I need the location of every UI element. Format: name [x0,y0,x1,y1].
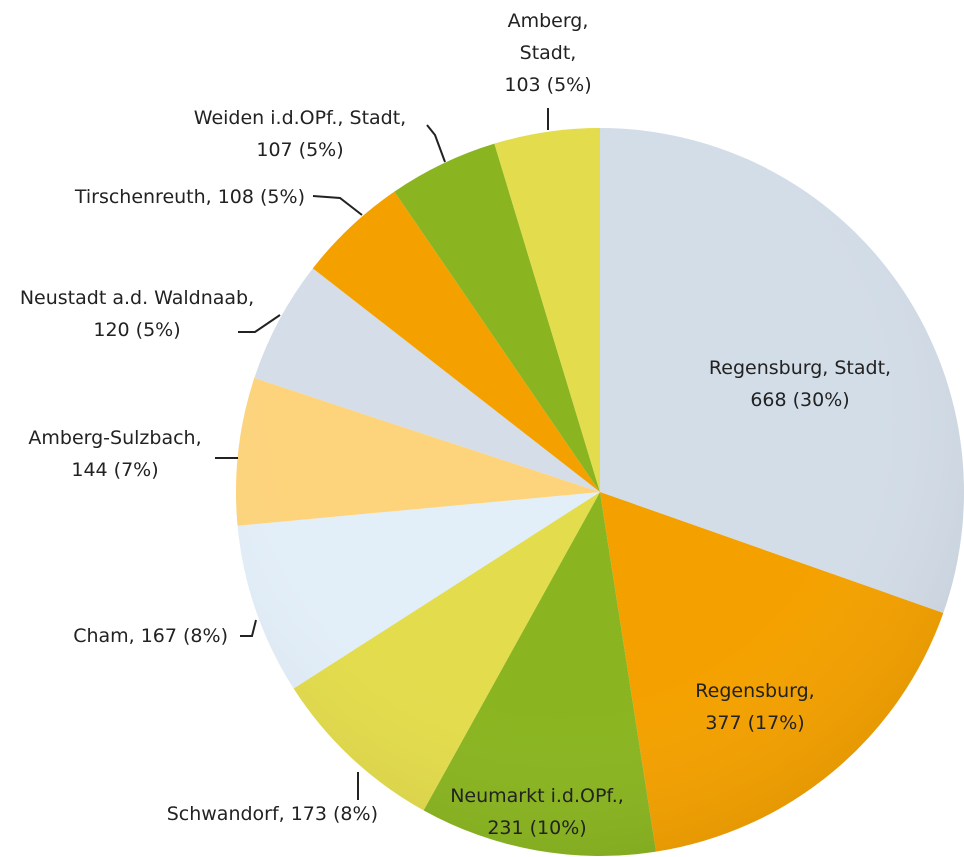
category-label: Cham, [73,625,135,647]
value-label: 231 (10%) [487,817,587,839]
slice-label: Weiden i.d.OPf., Stadt, 107 (5%) [170,102,430,166]
slices [235,128,964,856]
value-label: 107 (5%) [256,139,344,161]
category-label: Tirschenreuth, [74,186,212,208]
slice-label: Neumarkt i.d.OPf., 231 (10%) [437,780,637,844]
slice-label: Tirschenreuth, 108 (5%) [0,181,305,213]
value-label: 144 (7%) [71,459,159,481]
value-label: 173 (8%) [290,803,378,825]
slice-label: Amberg-Sulzbach, 144 (7%) [5,422,225,486]
leaders [215,108,549,800]
slice-label: Schwandorf, 173 (8%) [100,798,378,830]
value-label: 668 (30%) [750,389,850,411]
category-label: Amberg, Stadt, [507,10,589,64]
value-label: 103 (5%) [504,74,592,96]
slice-label: Regensburg, Stadt, 668 (30%) [670,352,930,416]
category-label: Regensburg, [695,680,815,702]
value-label: 167 (8%) [140,625,228,647]
value-label: 120 (5%) [93,319,181,341]
slice-label: Neustadt a.d. Waldnaab, 120 (5%) [2,282,272,346]
slice-label: Cham, 167 (8%) [0,620,228,652]
category-label: Neumarkt i.d.OPf., [450,785,624,807]
value-label: 377 (17%) [705,712,805,734]
category-label: Weiden i.d.OPf., Stadt, [193,107,407,129]
leader-line [426,124,446,163]
leader-line [238,314,281,333]
slice-label: Amberg, Stadt, 103 (5%) [498,5,598,101]
category-label: Regensburg, Stadt, [708,357,892,379]
leader-line [312,195,363,216]
value-label: 108 (5%) [217,186,305,208]
slice-label: Regensburg, 377 (17%) [655,675,855,739]
category-label: Amberg-Sulzbach, [28,427,202,449]
category-label: Schwandorf, [166,803,285,825]
shading [236,128,964,856]
category-label: Neustadt a.d. Waldnaab, [19,287,255,309]
leader-line [240,619,257,637]
